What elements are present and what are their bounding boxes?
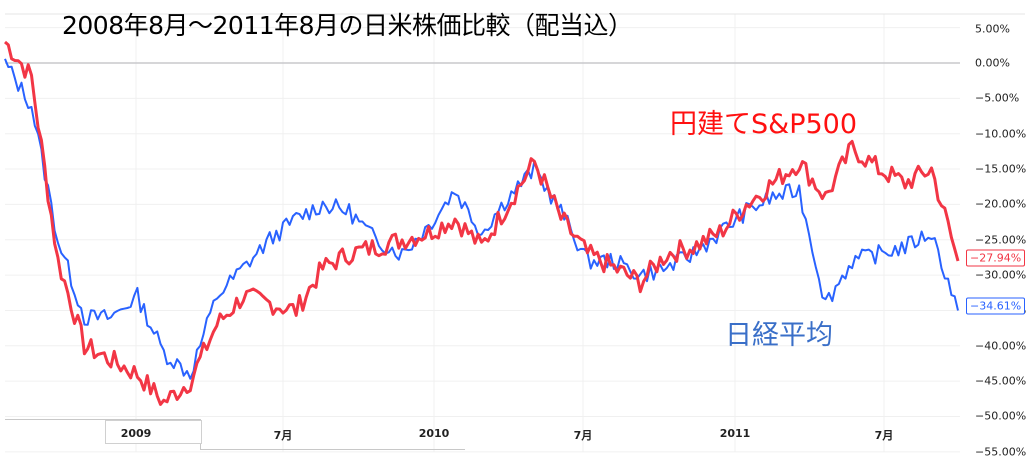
nikkei-last-value-badge: −34.61% xyxy=(966,297,1026,315)
x-tick: 7月 xyxy=(573,429,593,442)
sp500-annotation: 円建てS&P500 xyxy=(670,109,858,140)
x-axis-year-box xyxy=(105,420,202,444)
y-tick: −45.00% xyxy=(975,374,1027,388)
y-tick: 0.00% xyxy=(975,56,1010,70)
y-tick: −40.00% xyxy=(975,339,1027,353)
y-tick: −25.00% xyxy=(975,233,1027,247)
y-tick: −30.00% xyxy=(975,268,1027,282)
y-tick: −5.00% xyxy=(975,91,1020,105)
x-tick: 2011 xyxy=(719,427,751,440)
x-tick: 7月 xyxy=(874,429,894,442)
nikkei-line xyxy=(4,58,959,380)
sp500-line xyxy=(4,40,960,406)
y-tick: −20.00% xyxy=(975,197,1027,211)
y-tick: −15.00% xyxy=(975,162,1027,176)
x-axis-border xyxy=(200,449,465,450)
x-tick: 7月 xyxy=(273,429,293,442)
y-tick: 5.00% xyxy=(975,22,1010,36)
x-tick: 2009 xyxy=(120,427,152,440)
y-tick: −55.00% xyxy=(975,445,1027,459)
chart-title: 2008年8月～2011年8月の日米株価比較（配当込） xyxy=(62,11,633,40)
x-tick: 2010 xyxy=(418,427,450,440)
y-tick: −10.00% xyxy=(975,127,1027,141)
y-tick: −50.00% xyxy=(975,409,1027,423)
x-axis-border xyxy=(5,419,200,420)
nikkei-annotation: 日経平均 xyxy=(725,320,833,351)
sp500-last-value-badge: −27.94% xyxy=(966,249,1026,267)
